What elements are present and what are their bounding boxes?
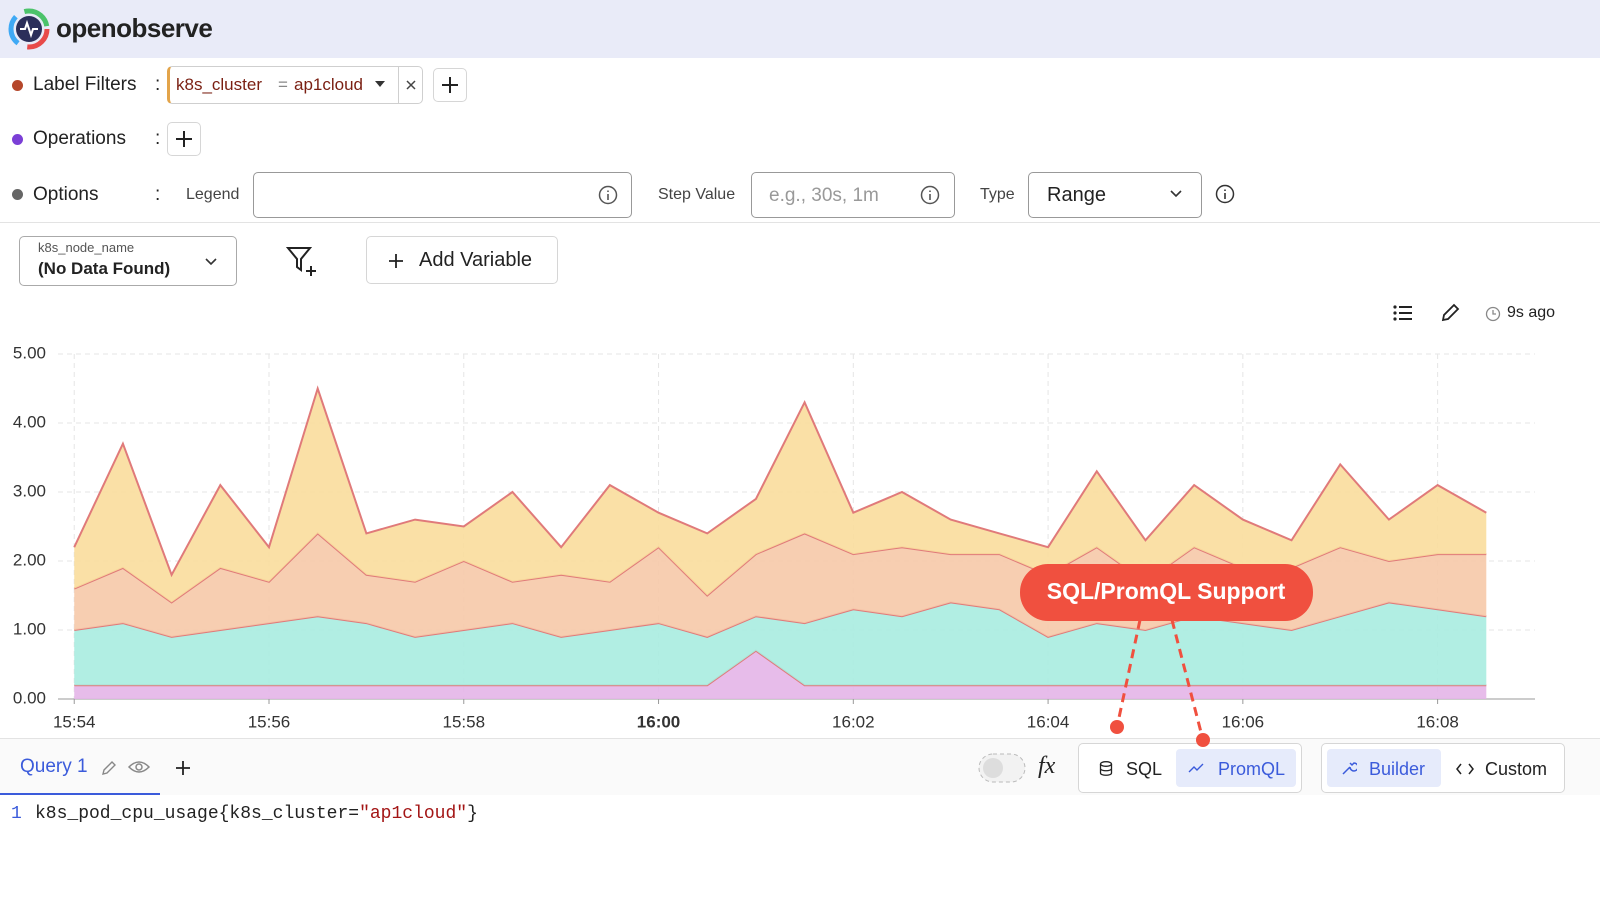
promql-text: PromQL [1218,759,1286,779]
edit-icon[interactable] [100,759,118,777]
variable-select[interactable]: k8s_node_name (No Data Found) [19,236,237,286]
y-tick-label: 2.00 [13,550,46,569]
custom-button[interactable]: Custom [1485,759,1548,779]
chevron [1170,190,1182,198]
x-tick-label: 15:54 [53,712,96,731]
refresh-time: 9s ago [1507,304,1556,321]
brand: openobserve [56,13,213,43]
wrench-icon [1342,762,1357,775]
filter-op: = [278,75,288,94]
eye-icon[interactable] [127,758,151,776]
area-line [73,385,1487,578]
x-tick-label: 15:56 [248,712,291,731]
divider [398,67,399,103]
language-toggle: SQL PromQL [1078,743,1302,793]
info-icon [920,185,940,205]
plus-icon [389,254,403,268]
variable-name: k8s_node_name [38,240,135,255]
plus-icon [176,131,192,147]
legend-input[interactable] [253,172,632,218]
type-select[interactable]: Range [1028,172,1202,218]
legend-label: Legend [186,186,240,203]
label-filters-row: Label Filters : k8s_cluster = ap1cloud [0,58,1600,113]
x-tick-label: 16:04 [1027,712,1070,731]
x-tick-label: 16:00 [637,712,680,731]
type-value: Range [1047,184,1106,206]
placeholder: e.g., 30s, 1m [769,185,879,206]
code-icon [1456,763,1474,775]
promql-button[interactable]: PromQL [1176,749,1296,787]
separator: : [155,128,161,149]
tab-underline [0,793,160,796]
query-code: k8s_pod_cpu_usage{k8s_cluster="ap1cloud"… [35,804,478,824]
plus-icon [442,77,458,93]
info-icon [1215,184,1235,204]
x-tick-label: 16:02 [832,712,875,731]
x-tick-label: 16:08 [1416,712,1459,731]
variable-value: (No Data Found) [38,259,171,278]
label: Operations [33,128,126,149]
separator: : [155,184,161,205]
clock-icon [1485,306,1501,322]
dot [12,134,23,145]
mode-toggle: Builder Custom [1321,743,1565,793]
filter-key: k8s_cluster [176,75,262,94]
query-editor[interactable]: 1 k8s_pod_cpu_usage{k8s_cluster="ap1clou… [0,795,1600,912]
label: Options [33,184,99,205]
filter-value: ap1cloud [294,75,364,94]
query-bar: Query 1 fx SQL PromQL Builder Custom [0,738,1600,796]
add-filter[interactable] [433,68,467,102]
fx-button[interactable]: fx [1038,753,1056,779]
options-row: Options : Legend Step Value e.g., 30s, 1… [0,166,1600,223]
logo [8,8,50,50]
remove-icon[interactable] [405,79,417,91]
info-icon [598,185,618,205]
builder-button[interactable]: Builder [1327,749,1441,787]
dot [12,189,23,200]
caret [375,81,385,87]
edit-icon[interactable] [1440,303,1460,323]
string: "ap1cloud" [359,804,468,824]
y-tick-label: 1.00 [13,619,46,638]
step-label: Step Value [658,186,736,203]
toggle[interactable] [978,753,1026,783]
dot [12,80,23,91]
filter-chip[interactable]: k8s_cluster = ap1cloud [167,66,423,104]
operations-row: Operations : [0,112,1600,167]
y-tick-label: 0.00 [13,688,46,707]
type-label: Type [980,186,1015,203]
metric: k8s_pod_cpu_usage{k8s_cluster= [35,804,360,824]
label: Label Filters [33,74,137,95]
step-input[interactable]: e.g., 30s, 1m [751,172,955,218]
query-tab[interactable]: Query 1 [20,756,88,777]
add-variable[interactable]: Add Variable [366,236,558,284]
chevron [205,258,217,266]
chart: 0.00 1.00 2.00 3.00 4.00 5.00 15:54 15:56 15:58 1… [13,343,1535,731]
add-variable-text: Add Variable [419,249,533,271]
x-tick-label: 16:06 [1222,712,1265,731]
plus-icon[interactable] [173,758,193,778]
filter-add-icon[interactable] [285,244,319,278]
separator: : [155,74,161,95]
builder-text: Builder [1369,759,1426,779]
area [74,388,1487,603]
y-tick-label: 5.00 [13,343,46,362]
x-tick-label: 15:58 [442,712,485,731]
line-number: 1 [11,804,22,824]
chart-icon [1188,763,1204,773]
db-icon [1099,761,1113,776]
header: openobserve [0,0,1600,58]
brace: } [467,804,478,824]
y-tick-label: 4.00 [13,412,46,431]
y-tick-label: 3.00 [13,481,46,500]
add-operation[interactable] [167,122,201,156]
sql-button[interactable]: SQL [1126,759,1163,779]
list-icon[interactable] [1393,304,1413,322]
